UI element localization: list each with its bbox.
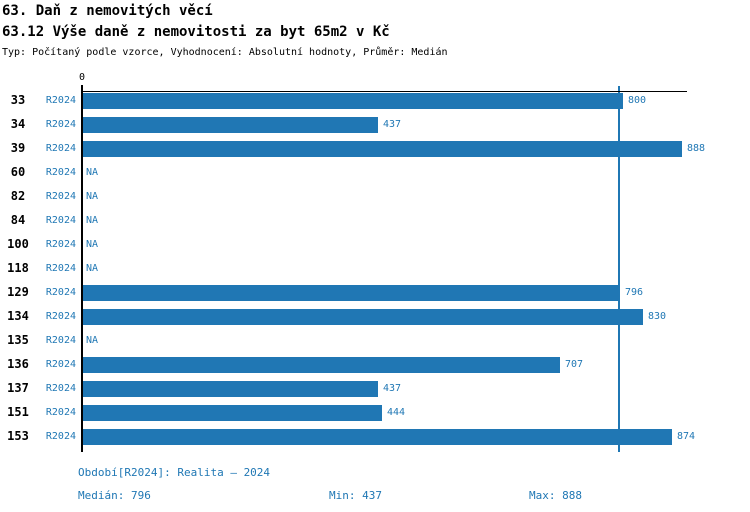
- bar-row: 129 R2024 796: [0, 281, 750, 305]
- bar-row: 135 R2024 NA: [0, 329, 750, 353]
- row-id-label: 100: [7, 237, 29, 251]
- bar: [83, 429, 672, 445]
- bar-value-label: 796: [625, 287, 644, 298]
- row-id-label: 136: [7, 357, 29, 371]
- row-id-label: 153: [7, 429, 29, 443]
- bar-row: 118 R2024 NA: [0, 257, 750, 281]
- row-series-label: R2024: [45, 431, 76, 442]
- row-series-label: R2024: [45, 167, 76, 178]
- bar-row: 136 R2024 707: [0, 353, 750, 377]
- bar-row: 151 R2024 444: [0, 401, 750, 425]
- row-id-label: 39: [10, 141, 26, 155]
- x-axis-zero-label: 0: [78, 72, 86, 83]
- bar: [83, 309, 643, 325]
- row-series-label: R2024: [45, 239, 76, 250]
- na-label: NA: [86, 167, 99, 178]
- x-axis-line: [82, 91, 687, 92]
- chart-meta-line: Typ: Počítaný podle vzorce, Vyhodnocení:…: [2, 47, 448, 58]
- bar-row: 39 R2024 888: [0, 137, 750, 161]
- chart-subtitle: 63.12 Výše daně z nemovitosti za byt 65m…: [2, 24, 390, 40]
- bar-value-label: 830: [648, 311, 667, 322]
- median-line: [618, 86, 620, 452]
- row-id-label: 34: [10, 117, 26, 131]
- bar-value-label: 707: [565, 359, 584, 370]
- bar: [83, 117, 378, 133]
- row-series-label: R2024: [45, 263, 76, 274]
- bar-row: 153 R2024 874: [0, 425, 750, 449]
- period-label: Období[R2024]: Realita – 2024: [78, 466, 271, 479]
- na-label: NA: [86, 239, 99, 250]
- row-series-label: R2024: [45, 287, 76, 298]
- row-id-label: 82: [10, 189, 26, 203]
- bar-value-label: 874: [677, 431, 696, 442]
- row-series-label: R2024: [45, 143, 76, 154]
- row-id-label: 118: [7, 261, 29, 275]
- bar: [83, 141, 682, 157]
- row-series-label: R2024: [45, 407, 76, 418]
- row-id-label: 60: [10, 165, 26, 179]
- bar-row: 60 R2024 NA: [0, 161, 750, 185]
- row-series-label: R2024: [45, 359, 76, 370]
- bar: [83, 285, 620, 301]
- row-id-label: 129: [7, 285, 29, 299]
- bar-row: 100 R2024 NA: [0, 233, 750, 257]
- bar-value-label: 444: [387, 407, 406, 418]
- median-stat: Medián: 796: [78, 489, 151, 502]
- min-stat: Min: 437: [329, 489, 382, 502]
- row-id-label: 137: [7, 381, 29, 395]
- row-series-label: R2024: [45, 383, 76, 394]
- na-label: NA: [86, 335, 99, 346]
- row-series-label: R2024: [45, 215, 76, 226]
- row-id-label: 33: [10, 93, 26, 107]
- row-series-label: R2024: [45, 95, 76, 106]
- na-label: NA: [86, 263, 99, 274]
- na-label: NA: [86, 215, 99, 226]
- bar-row: 33 R2024 800: [0, 89, 750, 113]
- page-title: 63. Daň z nemovitých věcí: [2, 3, 213, 19]
- bar-row: 82 R2024 NA: [0, 185, 750, 209]
- bar-value-label: 888: [687, 143, 706, 154]
- bar-rows: 33 R2024 800 34 R2024 437 39 R2024 888 60 R2024 NA 8…: [0, 89, 750, 449]
- bar-value-label: 800: [628, 95, 647, 106]
- max-stat: Max: 888: [529, 489, 582, 502]
- row-id-label: 134: [7, 309, 29, 323]
- row-series-label: R2024: [45, 119, 76, 130]
- bar-row: 34 R2024 437: [0, 113, 750, 137]
- row-series-label: R2024: [45, 311, 76, 322]
- bar: [83, 93, 623, 109]
- row-id-label: 135: [7, 333, 29, 347]
- bar-row: 134 R2024 830: [0, 305, 750, 329]
- bar: [83, 405, 382, 421]
- plot-area: 0 33 R2024 800 34 R2024 437 39 R2024 888 60 R2024 N…: [0, 72, 750, 452]
- row-id-label: 151: [7, 405, 29, 419]
- bar-value-label: 437: [383, 119, 402, 130]
- y-axis-line: [81, 85, 83, 452]
- bar: [83, 357, 560, 373]
- row-series-label: R2024: [45, 191, 76, 202]
- bar-value-label: 437: [383, 383, 402, 394]
- bar-row: 137 R2024 437: [0, 377, 750, 401]
- row-id-label: 84: [10, 213, 26, 227]
- bar: [83, 381, 378, 397]
- row-series-label: R2024: [45, 335, 76, 346]
- bar-row: 84 R2024 NA: [0, 209, 750, 233]
- na-label: NA: [86, 191, 99, 202]
